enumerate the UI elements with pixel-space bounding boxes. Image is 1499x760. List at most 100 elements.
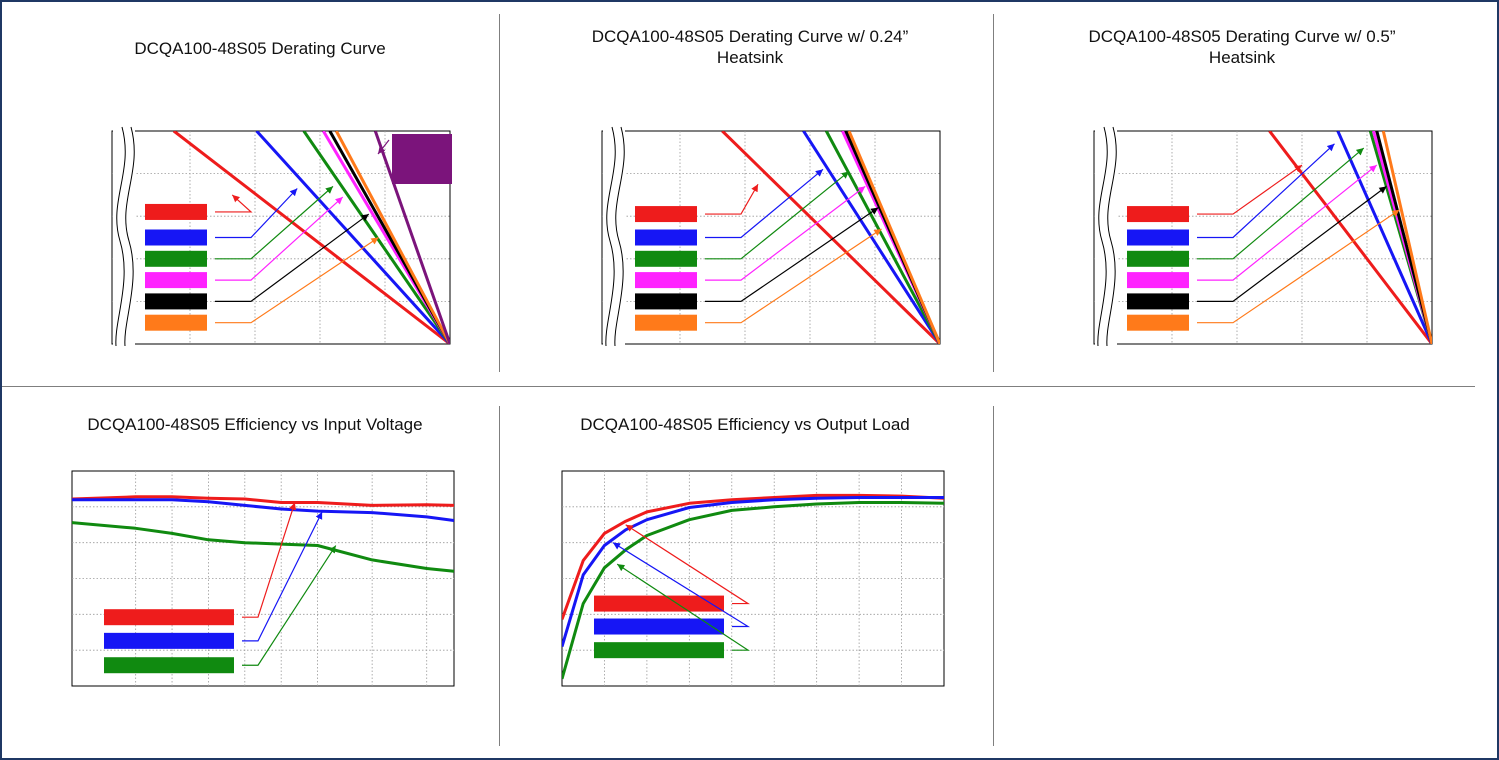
axis-break-line-left (115, 126, 126, 347)
legend-box (145, 293, 207, 310)
chart-title-line: DCQA100-48S05 Derating Curve (134, 39, 386, 58)
legend-box (145, 250, 207, 267)
legend-connector-arrow (215, 196, 344, 281)
legend-box (145, 272, 207, 289)
legend-connector-arrow (1197, 143, 1335, 239)
legend-connector-arrow (625, 524, 751, 605)
axis-break-line-right (1106, 126, 1117, 347)
legend-box (1127, 314, 1189, 331)
divider-vertical-3 (499, 406, 500, 746)
chart-title: DCQA100-48S05 Efficiency vs Input Voltag… (20, 414, 490, 435)
legend-box (635, 314, 697, 331)
series-line (1336, 131, 1432, 344)
panel-efficiency-vs-input-voltage: DCQA100-48S05 Efficiency vs Input Voltag… (20, 398, 490, 738)
legend-box (635, 293, 697, 310)
legend-connector-arrow (1197, 185, 1387, 302)
legend-connector-arrow (705, 171, 850, 260)
panel-derating-curve-heatsink-024: DCQA100-48S05 Derating Curve w/ 0.24” He… (520, 18, 980, 368)
series-line (373, 131, 450, 344)
legend-box (104, 632, 234, 649)
divider-horizontal (2, 386, 1475, 387)
legend-box (1127, 272, 1189, 289)
legend-box (635, 250, 697, 267)
chart-title-line: Heatsink (1208, 48, 1276, 67)
legend-connector-arrow (1197, 164, 1303, 215)
series-line (255, 131, 450, 344)
legend-connector-arrow (215, 194, 253, 213)
legend-box (104, 609, 234, 626)
axis-break-line-left (605, 126, 616, 347)
legend-box (1127, 293, 1189, 310)
series-line (562, 496, 944, 648)
legend-box (145, 203, 207, 220)
series-line (721, 131, 940, 344)
series-line (824, 131, 940, 344)
chart-title-line: Heatsink (716, 48, 784, 67)
derating-chart-svg (111, 126, 452, 347)
series-line (1381, 131, 1432, 344)
legend-box (1127, 250, 1189, 267)
divider-vertical-1 (499, 14, 500, 372)
chart-title: DCQA100-48S05 Derating Curve (30, 38, 490, 59)
legend-connector-arrow (1197, 209, 1400, 324)
legend-connector-arrow (705, 168, 824, 239)
callout-box (392, 134, 452, 184)
chart-title: DCQA100-48S05 Derating Curve w/ 0.5” Hea… (1012, 26, 1472, 68)
divider-vertical-2 (993, 14, 994, 372)
legend-connector-arrow (612, 542, 751, 628)
derating-heatsink-024-chart-svg (601, 126, 941, 347)
chart-title: DCQA100-48S05 Derating Curve w/ 0.24” He… (520, 26, 980, 68)
axis-break-mask (113, 129, 135, 346)
legend-connector-arrow (215, 185, 334, 260)
efficiency-load-chart-svg (561, 470, 945, 687)
legend-connector-arrow (705, 185, 866, 281)
chart-title: DCQA100-48S05 Efficiency vs Output Load (510, 414, 980, 435)
chart-title-line: DCQA100-48S05 Derating Curve w/ 0.5” (1088, 27, 1396, 46)
legend-box (635, 229, 697, 246)
legend-connector-arrow (705, 228, 882, 324)
derating-heatsink-05-chart-svg (1093, 126, 1433, 347)
axis-break-mask (603, 129, 625, 346)
series-line (562, 501, 944, 680)
series-line (802, 131, 940, 344)
chart-title-line: DCQA100-48S05 Efficiency vs Input Voltag… (87, 415, 423, 434)
panel-efficiency-vs-output-load: DCQA100-48S05 Efficiency vs Output Load (510, 398, 980, 738)
series-line (334, 131, 450, 344)
legend-connector-arrow (1197, 147, 1365, 260)
callout-arrow (377, 139, 390, 155)
axis-break-mask (1095, 129, 1117, 346)
panel-derating-curve-heatsink-05: DCQA100-48S05 Derating Curve w/ 0.5” Hea… (1012, 18, 1472, 368)
axis-break-line-right (614, 126, 625, 347)
legend-box (594, 595, 724, 612)
legend-connector-arrow (705, 207, 879, 302)
legend-box (1127, 206, 1189, 223)
legend-box (145, 314, 207, 331)
series-line (72, 498, 454, 522)
legend-connector-arrow (242, 511, 323, 642)
legend-box (104, 657, 234, 674)
legend-box (635, 272, 697, 289)
series-line (172, 131, 450, 344)
legend-connector-arrow (215, 188, 298, 239)
divider-vertical-4 (993, 406, 994, 746)
chart-title-line: DCQA100-48S05 Derating Curve w/ 0.24” (591, 27, 909, 46)
legend-connector-arrow (242, 545, 337, 666)
efficiency-vin-chart-svg (71, 470, 455, 687)
series-line (562, 493, 944, 620)
axis-break-line-left (1097, 126, 1108, 347)
series-line (72, 521, 454, 573)
legend-connector-arrow (215, 237, 379, 324)
legend-connector-arrow (242, 502, 297, 618)
legend-connector-arrow (1197, 164, 1378, 281)
legend-box (1127, 229, 1189, 246)
legend-box (635, 206, 697, 223)
panel-derating-curve: DCQA100-48S05 Derating Curve (30, 18, 490, 368)
chart-title-line: DCQA100-48S05 Efficiency vs Output Load (580, 415, 910, 434)
series-line (72, 495, 454, 507)
series-line (847, 131, 940, 344)
legend-box (594, 618, 724, 635)
legend-box (594, 642, 724, 659)
axis-break-line-right (124, 126, 135, 347)
legend-box (145, 229, 207, 246)
legend-connector-arrow (215, 213, 370, 302)
